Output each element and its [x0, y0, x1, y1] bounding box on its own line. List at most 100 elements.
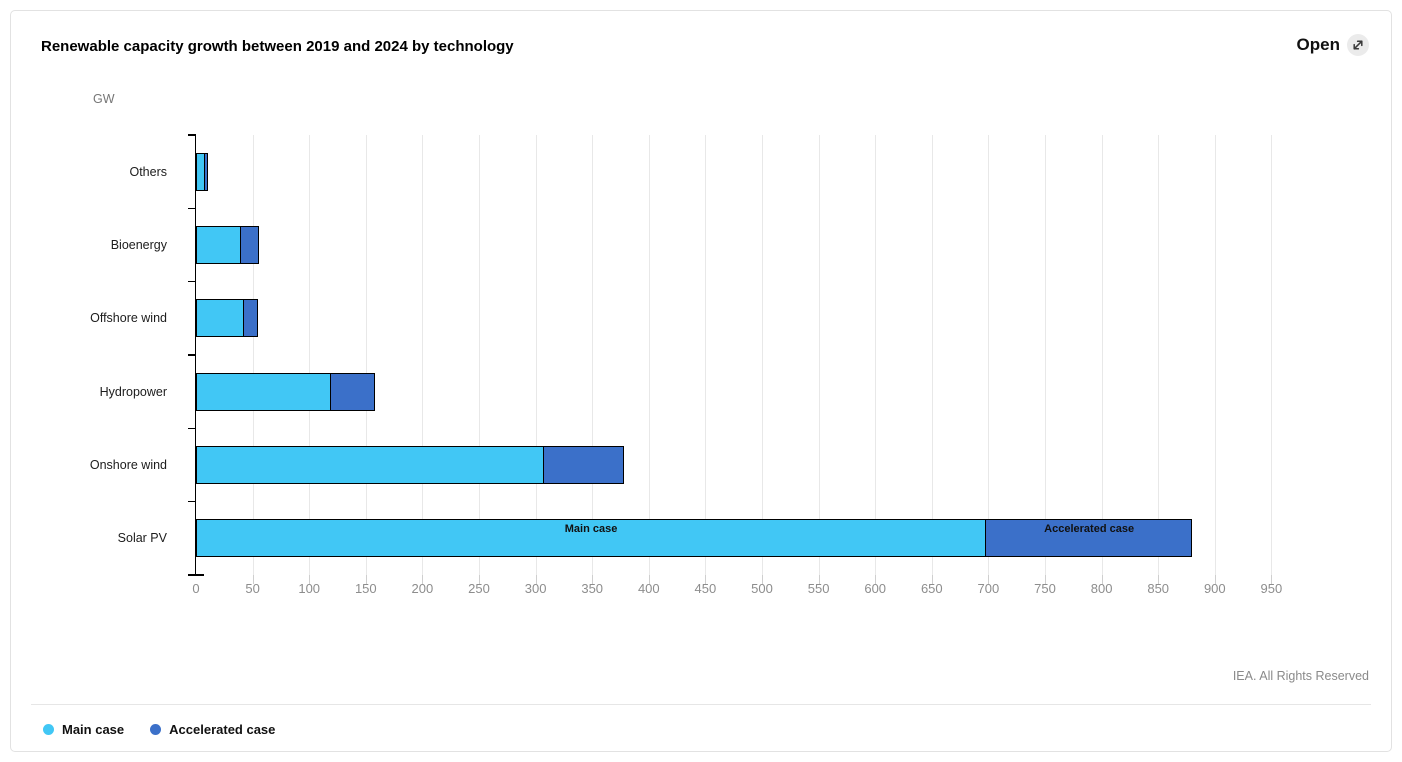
category-axis-labels: Others Bioenergy Offshore wind Hydropower On… [11, 135, 181, 575]
x-tick-label: 300 [524, 581, 547, 596]
x-tick-label: 700 [977, 581, 1000, 596]
x-tick-label: 850 [1147, 581, 1170, 596]
x-axis-tick [479, 575, 480, 584]
x-axis-tick [1101, 575, 1103, 584]
x-tick-label: 550 [807, 581, 830, 596]
gridline [1045, 135, 1046, 575]
x-tick-label: 450 [694, 581, 717, 596]
x-axis-tick [1271, 575, 1273, 584]
accelerated-case-swatch-icon [150, 724, 162, 735]
bar-row [196, 282, 1328, 355]
x-axis-tick [535, 575, 537, 584]
bar-row [196, 208, 1328, 281]
bar-row [196, 355, 1328, 428]
y-axis-tick [188, 500, 196, 503]
x-axis-tick [705, 575, 707, 584]
x-axis-tick [875, 575, 877, 584]
bar-segment-accelerated-case[interactable] [330, 372, 375, 411]
x-tick-label: 650 [920, 581, 943, 596]
gridline [1271, 135, 1273, 575]
x-tick-label: 800 [1090, 581, 1113, 596]
gridline [422, 135, 424, 575]
bar-segment-accelerated-case[interactable] [543, 445, 624, 484]
y-axis-foot-tick [196, 574, 204, 576]
copyright-text: IEA. All Rights Reserved [1232, 669, 1369, 683]
x-tick-label: 200 [411, 581, 434, 596]
footer-divider [31, 704, 1371, 705]
x-axis-tick [309, 575, 311, 584]
x-axis-tick [1158, 575, 1160, 584]
gridline [1158, 135, 1160, 575]
bar-segment-main-case[interactable] [196, 225, 242, 264]
bar-row [196, 135, 1328, 208]
y-axis-tick [188, 207, 196, 210]
value-axis-labels: 0 50 100 150 200 250 300 350 400 450 500 550 600 650 7… [192, 581, 1328, 599]
legend-item-accelerated-case[interactable]: Accelerated case [150, 722, 275, 737]
x-tick-label: 50 [245, 581, 260, 596]
x-axis-tick [818, 575, 820, 584]
x-tick-label: 400 [637, 581, 660, 596]
category-label: Bioenergy [110, 238, 167, 252]
x-tick-label: 500 [751, 581, 773, 596]
y-axis-tick [188, 354, 196, 356]
legend-item-main-case[interactable]: Main case [43, 722, 124, 737]
category-label: Onshore wind [89, 458, 167, 472]
main-case-swatch-icon [43, 724, 54, 735]
gridline [309, 135, 311, 575]
gridline [592, 135, 594, 575]
open-button[interactable]: Open [1297, 34, 1369, 56]
y-axis-tick [188, 574, 196, 576]
x-axis-tick [931, 575, 933, 584]
bar-segment-accelerated-case[interactable] [984, 519, 1193, 558]
bar-segment-main-case[interactable] [196, 372, 332, 411]
gridline [762, 135, 763, 575]
legend-label: Accelerated case [169, 722, 276, 737]
chart-legend: Main case Accelerated case [43, 722, 275, 737]
bar-segment-main-case[interactable] [196, 445, 545, 484]
x-tick-label: 250 [468, 581, 490, 596]
bar-row: Main case Accelerated case [196, 502, 1328, 575]
gridline [535, 135, 537, 575]
bar-segment-accelerated-case[interactable] [203, 152, 209, 191]
gridline [988, 135, 990, 575]
bar-row [196, 428, 1328, 501]
x-axis-tick [422, 575, 424, 584]
x-axis-tick [365, 575, 367, 584]
gridline [252, 135, 254, 575]
plot-area: Main case Accelerated case [188, 134, 1328, 584]
legend-label: Main case [62, 722, 125, 737]
category-label: Offshore wind [90, 311, 167, 326]
gridline [648, 135, 650, 575]
category-label: Hydropower [99, 384, 167, 399]
bar-segment-accelerated-case[interactable] [239, 225, 260, 264]
x-tick-label: 100 [298, 581, 321, 596]
gridline [875, 135, 877, 575]
x-axis-tick [1214, 575, 1216, 584]
y-axis-unit-label: GW [93, 92, 115, 106]
x-axis-tick [648, 575, 650, 584]
bar-segment-accelerated-case[interactable] [243, 299, 259, 338]
x-axis-tick [252, 575, 254, 584]
y-axis-tick [188, 280, 196, 283]
gridline [818, 135, 820, 575]
bar-segment-main-case[interactable] [196, 299, 245, 338]
x-axis-tick [988, 575, 990, 584]
gridline [1101, 135, 1103, 575]
bar-segment-main-case[interactable] [196, 519, 987, 558]
expand-diagonal-arrow-icon [1347, 34, 1369, 56]
x-tick-label: 750 [1034, 581, 1056, 596]
y-axis-tick [188, 427, 196, 430]
x-tick-label: 600 [864, 581, 887, 596]
x-tick-label: 150 [354, 581, 377, 596]
gridline [705, 135, 707, 575]
x-axis-tick [762, 575, 763, 584]
gridline [479, 135, 480, 575]
x-axis-tick [592, 575, 594, 584]
category-label: Solar PV [117, 531, 167, 546]
gridline [931, 135, 933, 575]
gridline [365, 135, 367, 575]
x-tick-label: 350 [581, 581, 604, 596]
chart-card: Renewable capacity growth between 2019 a… [10, 10, 1392, 752]
x-axis-tick [1045, 575, 1046, 584]
gridline [1214, 135, 1216, 575]
